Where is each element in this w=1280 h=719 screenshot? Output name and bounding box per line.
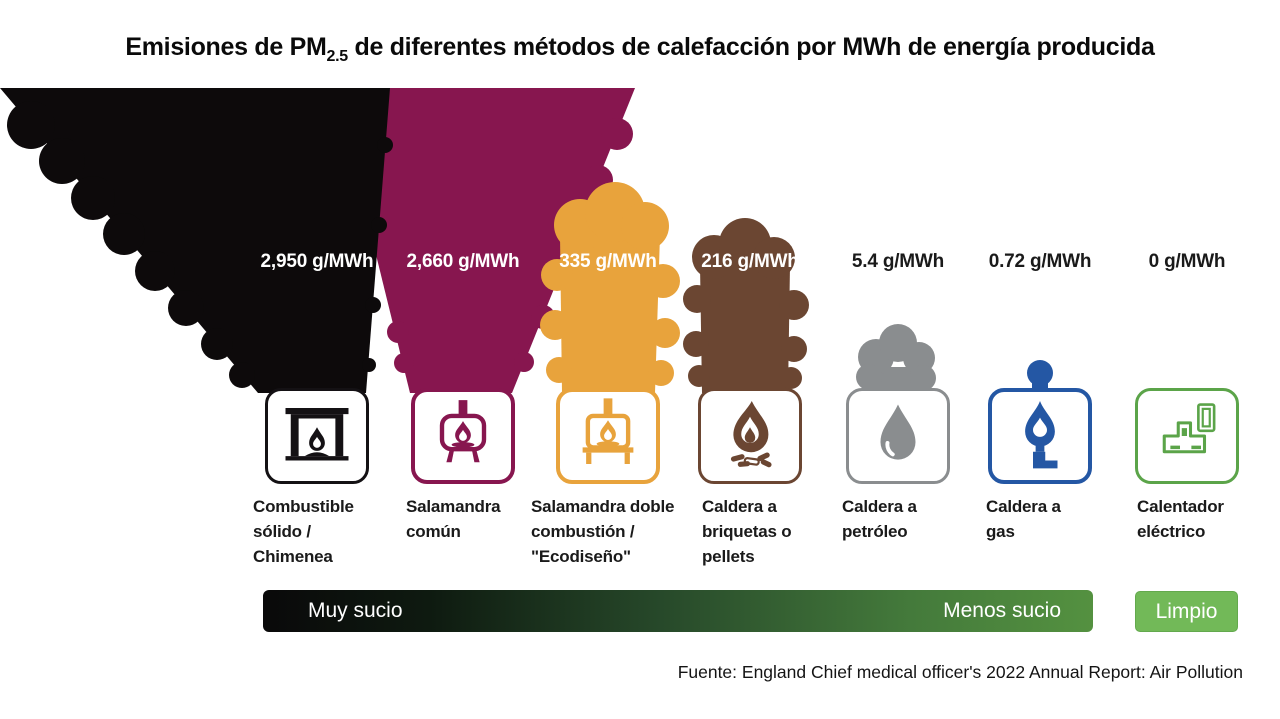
emission-value: 216 g/MWh — [701, 251, 799, 272]
title-subscript: 2.5 — [326, 48, 349, 65]
ecodesign-stove-icon — [556, 388, 660, 484]
smoke-plume-ecodiseno — [540, 182, 680, 393]
pellet-fire-icon — [698, 388, 802, 484]
oil-drop-icon — [846, 388, 950, 484]
emission-value: 2,660 g/MWh — [406, 251, 520, 272]
emission-value: 335 g/MWh — [559, 251, 657, 272]
method-label-chimenea: Combustible sólido / Chimenea — [253, 497, 354, 566]
fireplace-icon — [265, 388, 369, 484]
dirtiness-scale-bar: Muy sucio Menos sucio — [263, 590, 1093, 632]
title-prefix: Emisiones de PM — [125, 33, 327, 61]
method-label-salamandra-comun: Salamandra común — [406, 497, 501, 541]
emission-value: 5.4 g/MWh — [851, 251, 945, 272]
title-suffix: de diferentes métodos de calefacción por… — [347, 33, 1155, 61]
method-label-electrico: Calentador eléctrico — [1137, 497, 1224, 541]
scale-dirty-label: Muy sucio — [308, 599, 403, 622]
scale-less-dirty-label: Menos sucio — [943, 599, 1061, 622]
smoke-plumes-graphic — [0, 88, 1053, 393]
emission-value: 0.72 g/MWh — [988, 251, 1092, 272]
wood-stove-icon — [411, 388, 515, 484]
smoke-plume-chimenea — [0, 88, 393, 393]
page-title: Emisiones de PM2.5 de diferentes métodos… — [0, 33, 1280, 66]
electric-socket-icon — [1135, 388, 1239, 484]
source-attribution: Fuente: England Chief medical officer's … — [677, 662, 1243, 682]
method-label-ecodiseno: Salamandra doble combustión / "Ecodiseño… — [531, 497, 675, 566]
clean-badge: Limpio — [1135, 591, 1238, 632]
smoke-plume-pellets — [683, 218, 809, 393]
scale-clean-label: Limpio — [1155, 599, 1218, 623]
emission-value: 2,950 g/MWh — [260, 251, 374, 272]
method-label-gas: Caldera a gas — [986, 497, 1061, 541]
emission-value: 0 g/MWh — [1148, 251, 1226, 272]
smoke-puff-petroleo — [856, 324, 936, 393]
method-label-pellets: Caldera a briquetas o pellets — [702, 497, 792, 566]
method-label-petroleo: Caldera a petróleo — [842, 497, 917, 541]
gas-flame-icon — [988, 388, 1092, 484]
